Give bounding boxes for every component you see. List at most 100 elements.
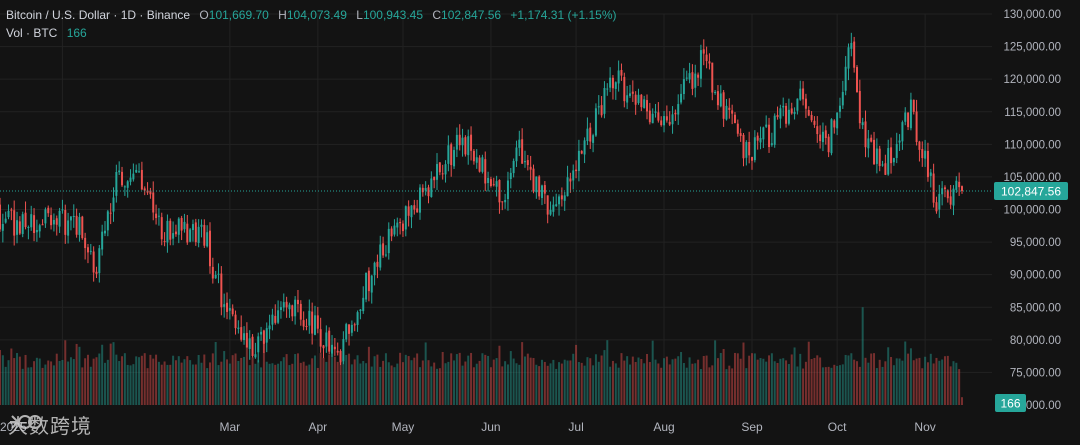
high-label: H — [278, 8, 287, 22]
candle-body — [926, 150, 929, 178]
volume-bar — [887, 347, 890, 405]
volume-bar — [759, 358, 762, 405]
volume-bar — [932, 363, 935, 405]
volume-bar — [152, 358, 155, 405]
volume-bar — [711, 365, 714, 405]
last-price-tag[interactable] — [994, 181, 1068, 200]
volume-bar — [651, 340, 654, 405]
price-axis[interactable] — [992, 0, 1080, 445]
symbol-title[interactable]: Bitcoin / U.S. Dollar · 1D · Binance — [6, 8, 191, 22]
candle-body — [421, 187, 424, 193]
candle-body — [762, 127, 765, 140]
candle-body — [824, 130, 827, 139]
volume-bar — [453, 360, 456, 405]
volume-bar — [515, 363, 518, 405]
volume-bar — [404, 354, 407, 405]
candle-body — [932, 173, 935, 203]
candle-body — [410, 205, 413, 218]
volume-bar — [617, 367, 620, 405]
candle-body — [109, 212, 112, 214]
volume-bar — [575, 344, 578, 405]
candle-body — [206, 232, 209, 247]
volume-bar — [123, 353, 126, 405]
candle-body — [319, 329, 322, 347]
candle-body — [498, 179, 501, 203]
candle-body — [626, 95, 629, 103]
last-volume-tag[interactable] — [995, 394, 1026, 412]
candle-body — [416, 208, 419, 213]
candle-body — [413, 205, 416, 210]
candle-body — [802, 88, 805, 100]
candle-body — [961, 186, 963, 191]
candle-body — [160, 217, 163, 240]
volume-bar — [115, 354, 118, 405]
candle-body — [121, 171, 124, 186]
volume-label[interactable]: Vol · BTC — [6, 26, 58, 40]
candle-body — [86, 247, 89, 253]
candle-body — [399, 222, 402, 224]
candle-body — [353, 324, 356, 326]
candle-body — [104, 230, 106, 234]
candle-body — [438, 162, 441, 173]
volume-bar — [878, 359, 881, 405]
candle-body — [220, 273, 223, 308]
candle-body — [881, 164, 884, 166]
candle-body — [44, 209, 47, 224]
candle-body — [189, 229, 192, 242]
volume-bar — [41, 367, 44, 405]
candle-body — [697, 74, 700, 78]
candle-body — [166, 220, 169, 243]
candle-body — [640, 94, 643, 108]
volume-bar — [180, 362, 183, 405]
volume-bar — [21, 368, 24, 405]
candle-body — [331, 344, 334, 354]
volume-bar — [277, 363, 280, 405]
y-tick-label: 115,000.00 — [1004, 107, 1061, 119]
volume-bar — [850, 353, 853, 405]
volume-bar — [674, 358, 677, 405]
last-price-label: 102,847.56 — [1001, 184, 1061, 198]
candle-body — [804, 98, 807, 109]
y-tick-label: 85,000.00 — [1010, 302, 1061, 314]
candle-body — [118, 170, 121, 173]
volume-bar — [299, 362, 302, 405]
volume-bar — [410, 360, 413, 405]
candle-body — [231, 308, 234, 315]
volume-bar — [938, 360, 941, 405]
candle-body — [915, 111, 918, 143]
volume-bar — [858, 366, 861, 405]
candle-body — [722, 92, 725, 119]
candle-body — [61, 209, 64, 211]
candle-body — [546, 195, 549, 215]
candle-body — [390, 228, 393, 237]
volume-bar — [481, 353, 484, 405]
candle-body — [864, 121, 867, 148]
volume-bar — [169, 364, 172, 405]
volume-bar — [166, 364, 169, 405]
volume-bar — [844, 354, 847, 405]
volume-bar — [382, 360, 385, 405]
candle-body — [336, 350, 339, 353]
x-tick-label: Jun — [481, 420, 500, 434]
candle-body — [861, 122, 864, 126]
volume-bar — [626, 356, 629, 405]
candle-body — [606, 88, 609, 90]
volume-bar — [95, 357, 98, 405]
candle-body — [577, 150, 580, 171]
candle-body — [878, 148, 881, 167]
candle-body — [688, 73, 691, 80]
candle-body — [946, 190, 949, 199]
watermark: 大数跨境 — [8, 410, 92, 439]
volume-bar — [892, 365, 895, 405]
candle-body — [248, 338, 251, 349]
volume-bar — [779, 358, 782, 405]
volume-bar — [731, 368, 734, 405]
candle-body — [887, 148, 890, 175]
volume-bar — [285, 354, 288, 405]
candle-body — [821, 131, 824, 143]
candle-body — [489, 179, 492, 186]
volume-bar — [455, 354, 458, 405]
ohlc-row: Bitcoin / U.S. Dollar · 1D · Binance O10… — [6, 7, 617, 25]
